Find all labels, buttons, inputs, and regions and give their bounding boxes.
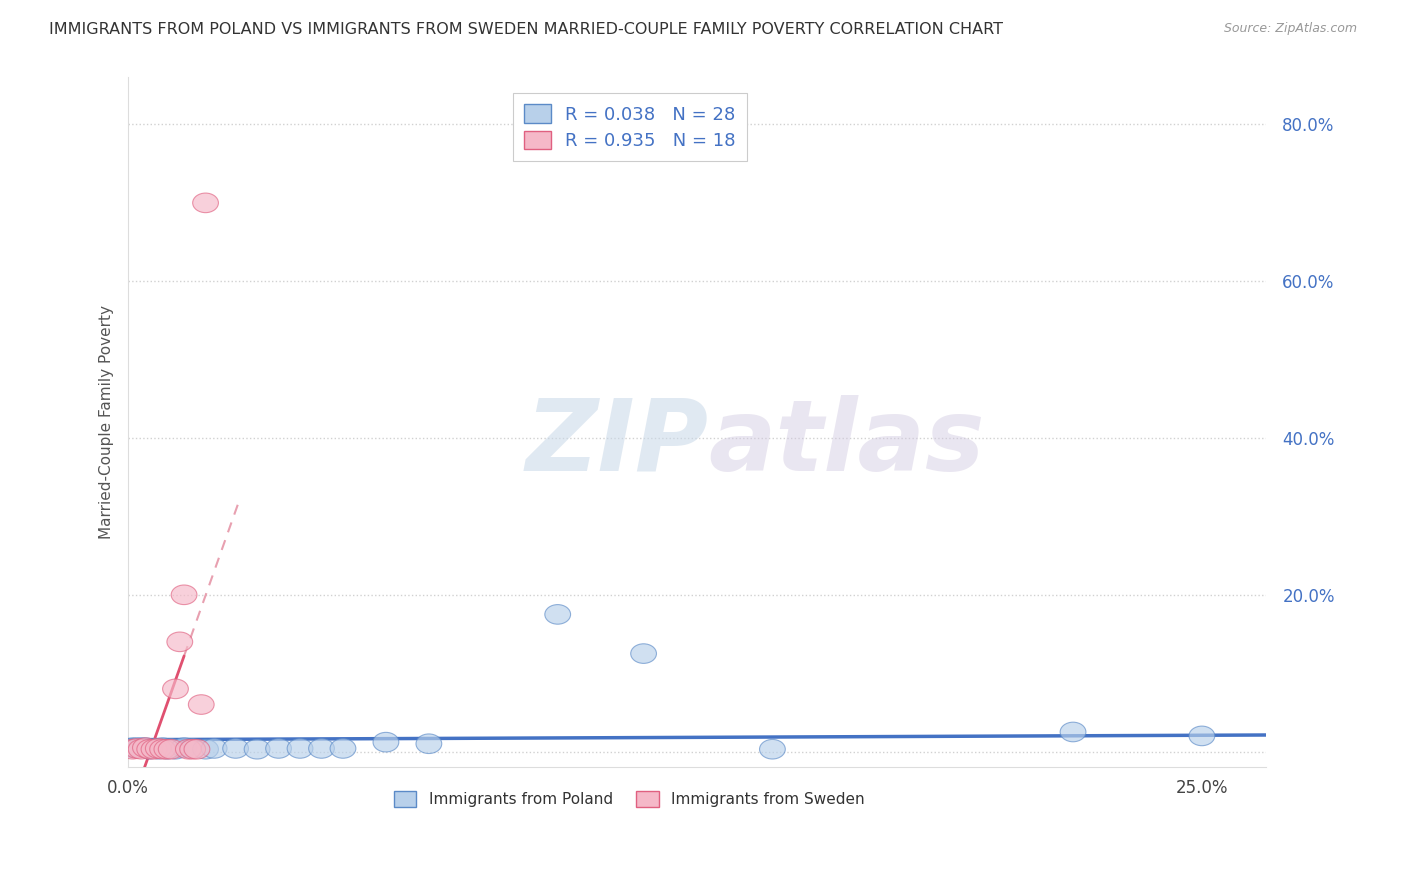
- Ellipse shape: [184, 739, 209, 759]
- Ellipse shape: [145, 739, 172, 759]
- Ellipse shape: [1060, 723, 1085, 742]
- Ellipse shape: [416, 734, 441, 754]
- Ellipse shape: [120, 739, 145, 759]
- Ellipse shape: [287, 739, 314, 758]
- Ellipse shape: [124, 739, 149, 758]
- Ellipse shape: [373, 732, 399, 752]
- Ellipse shape: [176, 739, 201, 759]
- Ellipse shape: [1189, 726, 1215, 746]
- Ellipse shape: [188, 695, 214, 714]
- Ellipse shape: [266, 739, 291, 758]
- Ellipse shape: [193, 193, 218, 212]
- Text: IMMIGRANTS FROM POLAND VS IMMIGRANTS FROM SWEDEN MARRIED-COUPLE FAMILY POVERTY C: IMMIGRANTS FROM POLAND VS IMMIGRANTS FRO…: [49, 22, 1004, 37]
- Ellipse shape: [180, 739, 205, 759]
- Ellipse shape: [163, 679, 188, 698]
- Text: ZIP: ZIP: [526, 394, 709, 491]
- Y-axis label: Married-Couple Family Poverty: Married-Couple Family Poverty: [100, 305, 114, 540]
- Ellipse shape: [132, 738, 159, 757]
- Text: Source: ZipAtlas.com: Source: ZipAtlas.com: [1223, 22, 1357, 36]
- Ellipse shape: [124, 738, 149, 757]
- Ellipse shape: [245, 739, 270, 759]
- Ellipse shape: [145, 739, 172, 758]
- Ellipse shape: [120, 738, 145, 757]
- Ellipse shape: [167, 632, 193, 652]
- Ellipse shape: [544, 605, 571, 624]
- Ellipse shape: [136, 739, 163, 759]
- Ellipse shape: [309, 739, 335, 758]
- Ellipse shape: [128, 739, 155, 759]
- Ellipse shape: [330, 739, 356, 758]
- Ellipse shape: [159, 739, 184, 759]
- Ellipse shape: [193, 739, 218, 759]
- Text: atlas: atlas: [709, 394, 986, 491]
- Ellipse shape: [128, 738, 155, 757]
- Ellipse shape: [149, 739, 176, 759]
- Ellipse shape: [141, 739, 167, 758]
- Ellipse shape: [155, 739, 180, 759]
- Ellipse shape: [172, 585, 197, 605]
- Ellipse shape: [759, 739, 786, 759]
- Ellipse shape: [180, 739, 205, 758]
- Ellipse shape: [172, 738, 197, 757]
- Ellipse shape: [631, 644, 657, 664]
- Ellipse shape: [141, 739, 167, 759]
- Ellipse shape: [201, 739, 226, 758]
- Ellipse shape: [136, 739, 163, 759]
- Legend: Immigrants from Poland, Immigrants from Sweden: Immigrants from Poland, Immigrants from …: [385, 783, 872, 814]
- Ellipse shape: [155, 739, 180, 759]
- Ellipse shape: [159, 739, 184, 758]
- Ellipse shape: [163, 739, 188, 759]
- Ellipse shape: [149, 738, 176, 757]
- Ellipse shape: [222, 739, 249, 758]
- Ellipse shape: [132, 738, 159, 757]
